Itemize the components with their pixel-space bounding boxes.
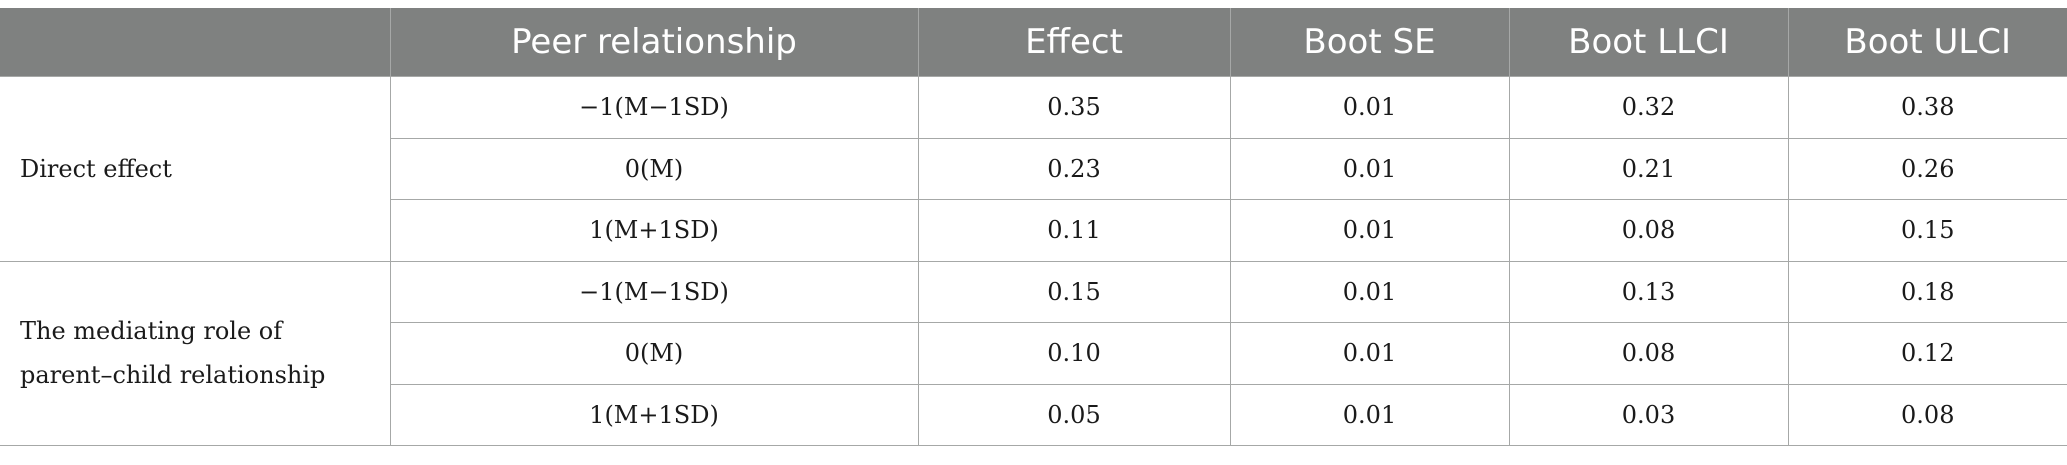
cell-boot-llci: 0.03 xyxy=(1508,383,1789,446)
cell-boot-llci: 0.21 xyxy=(1508,137,1789,200)
group-label-direct-effect: Direct effect xyxy=(0,76,391,262)
table-row: 1(M+1SD) 0.11 0.01 0.08 0.15 xyxy=(0,199,2067,262)
cell-peer-relationship: −1(M−1SD) xyxy=(389,76,919,139)
cell-boot-ulci: 0.26 xyxy=(1787,137,2067,200)
table-row: 1(M+1SD) 0.05 0.01 0.03 0.08 xyxy=(0,383,2067,446)
cell-boot-se: 0.01 xyxy=(1229,260,1510,323)
cell-boot-llci: 0.08 xyxy=(1508,322,1789,385)
header-cell-peer-relationship: Peer relationship xyxy=(389,8,919,77)
cell-boot-ulci: 0.18 xyxy=(1787,260,2067,323)
cell-effect: 0.11 xyxy=(917,199,1231,262)
cell-effect: 0.15 xyxy=(917,260,1231,323)
cell-boot-llci: 0.13 xyxy=(1508,260,1789,323)
cell-boot-ulci: 0.15 xyxy=(1787,199,2067,262)
cell-peer-relationship: −1(M−1SD) xyxy=(389,260,919,323)
cell-peer-relationship: 0(M) xyxy=(390,322,919,385)
header-cell-boot-ulci: Boot ULCI xyxy=(1787,8,2067,77)
group-label-mediating-role: The mediating role of parent–child relat… xyxy=(0,260,391,446)
header-cell-effect: Effect xyxy=(917,8,1231,77)
header-cell-boot-llci: Boot LLCI xyxy=(1508,8,1789,77)
cell-effect: 0.23 xyxy=(917,137,1231,200)
cell-effect: 0.05 xyxy=(917,383,1231,446)
cell-boot-ulci: 0.38 xyxy=(1787,76,2067,139)
cell-boot-se: 0.01 xyxy=(1229,199,1510,262)
cell-effect: 0.10 xyxy=(917,322,1231,385)
cell-peer-relationship: 1(M+1SD) xyxy=(390,383,919,446)
table-row: 0(M) 0.10 0.01 0.08 0.12 xyxy=(0,322,2067,385)
cell-boot-se: 0.01 xyxy=(1229,76,1510,139)
table-row: Direct effect −1(M−1SD) 0.35 0.01 0.32 0… xyxy=(0,76,2067,262)
cell-peer-relationship: 0(M) xyxy=(390,137,919,200)
table-row: The mediating role of parent–child relat… xyxy=(0,260,2067,446)
header-row: Peer relationship Effect Boot SE Boot LL… xyxy=(0,8,2067,77)
cell-effect: 0.35 xyxy=(917,76,1231,139)
cell-boot-ulci: 0.08 xyxy=(1787,383,2067,446)
header-cell-boot-se: Boot SE xyxy=(1229,8,1510,77)
cell-peer-relationship: 1(M+1SD) xyxy=(390,199,919,262)
table-row: 0(M) 0.23 0.01 0.21 0.26 xyxy=(0,137,2067,200)
cell-boot-ulci: 0.12 xyxy=(1787,322,2067,385)
cell-boot-se: 0.01 xyxy=(1229,322,1510,385)
cell-boot-llci: 0.08 xyxy=(1508,199,1789,262)
cell-boot-se: 0.01 xyxy=(1229,383,1510,446)
table-body: Direct effect −1(M−1SD) 0.35 0.01 0.32 0… xyxy=(0,76,2067,446)
results-table: Peer relationship Effect Boot SE Boot LL… xyxy=(0,8,2067,446)
cell-boot-llci: 0.32 xyxy=(1508,76,1789,139)
table-header: Peer relationship Effect Boot SE Boot LL… xyxy=(0,8,2067,77)
cell-boot-se: 0.01 xyxy=(1229,137,1510,200)
header-cell-group xyxy=(0,8,391,77)
